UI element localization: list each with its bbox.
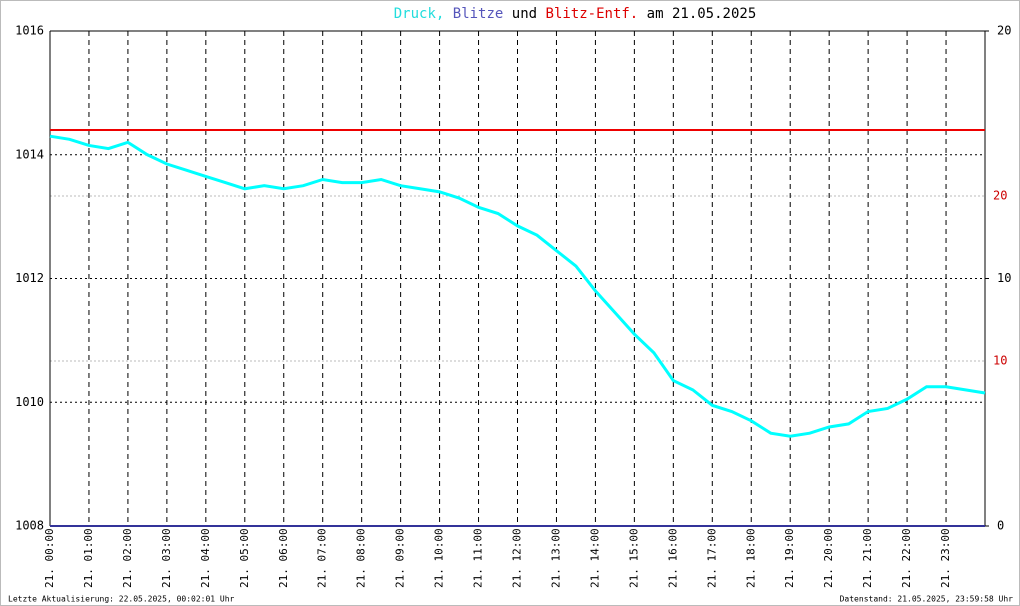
y-tick-label: 1010 <box>15 395 44 409</box>
x-tick-label: 21. 13:00 <box>549 528 562 588</box>
x-tick-label: 21. 07:00 <box>316 528 329 588</box>
x-tick-label: 21. 11:00 <box>472 528 485 588</box>
y-tick-label: 1014 <box>15 147 44 161</box>
x-tick-label: 21. 09:00 <box>394 528 407 588</box>
x-tick-label: 21. 00:00 <box>43 528 56 588</box>
title-series: Blitz-Entf. <box>546 6 639 22</box>
x-tick-label: 21. 19:00 <box>783 528 796 588</box>
x-tick-label: 21. 05:00 <box>238 528 251 588</box>
x-tick-label: 21. 22:00 <box>900 528 913 588</box>
x-tick-label: 21. 14:00 <box>588 528 601 588</box>
x-tick-label: 21. 08:00 <box>355 528 368 588</box>
y3-tick-label: 10 <box>993 354 1007 368</box>
x-tick-label: 21. 06:00 <box>277 528 290 588</box>
x-tick-label: 21. 17:00 <box>705 528 718 588</box>
x-tick-label: 21. 04:00 <box>199 528 212 588</box>
x-tick-label: 21. 10:00 <box>433 528 446 588</box>
x-tick-label: 21. 20:00 <box>822 528 835 588</box>
x-tick-label: 21. 16:00 <box>666 528 679 588</box>
y-tick-label: 1012 <box>15 271 44 285</box>
title-and: und <box>512 6 537 22</box>
title-series: Druck <box>394 6 437 22</box>
title-series: Blitze <box>453 6 504 22</box>
series-line <box>49 134 986 438</box>
y-tick-label: 1016 <box>15 24 44 38</box>
x-tick-label: 21. 12:00 <box>511 528 524 588</box>
x-tick-label: 21. 03:00 <box>160 528 173 588</box>
x-tick-label: 21. 15:00 <box>627 528 640 588</box>
x-tick-label: 21. 23:00 <box>939 528 952 588</box>
chart-title: Druck, Blitze und Blitz-Entf. am 21.05.2… <box>394 6 757 22</box>
x-tick-label: 21. 18:00 <box>744 528 757 588</box>
y2-tick-label: 20 <box>997 24 1011 38</box>
footer-right: Datenstand: 21.05.2025, 23:59:58 Uhr <box>840 595 1014 604</box>
title-date: am 21.05.2025 <box>647 6 757 22</box>
x-tick-label: 21. 02:00 <box>121 528 134 588</box>
footer-left: Letzte Aktualisierung: 22.05.2025, 00:02… <box>8 595 235 604</box>
x-tick-label: 21. 21:00 <box>861 528 874 588</box>
title-sep: , <box>436 6 444 22</box>
y2-tick-label: 10 <box>997 271 1011 285</box>
y-tick-label: 1008 <box>15 519 44 533</box>
y2-tick-label: 0 <box>997 519 1004 533</box>
x-tick-label: 21. 01:00 <box>82 528 95 588</box>
y3-tick-label: 20 <box>993 189 1007 203</box>
